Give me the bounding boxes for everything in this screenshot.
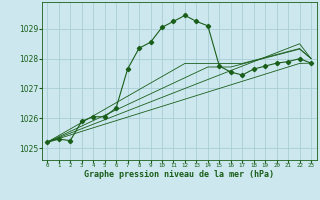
X-axis label: Graphe pression niveau de la mer (hPa): Graphe pression niveau de la mer (hPa): [84, 170, 274, 179]
